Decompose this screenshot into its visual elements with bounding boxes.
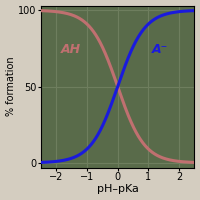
Text: AH: AH bbox=[61, 43, 81, 56]
X-axis label: pH–pKa: pH–pKa bbox=[97, 184, 139, 194]
Y-axis label: % formation: % formation bbox=[6, 57, 16, 116]
Text: A⁻: A⁻ bbox=[151, 43, 168, 56]
